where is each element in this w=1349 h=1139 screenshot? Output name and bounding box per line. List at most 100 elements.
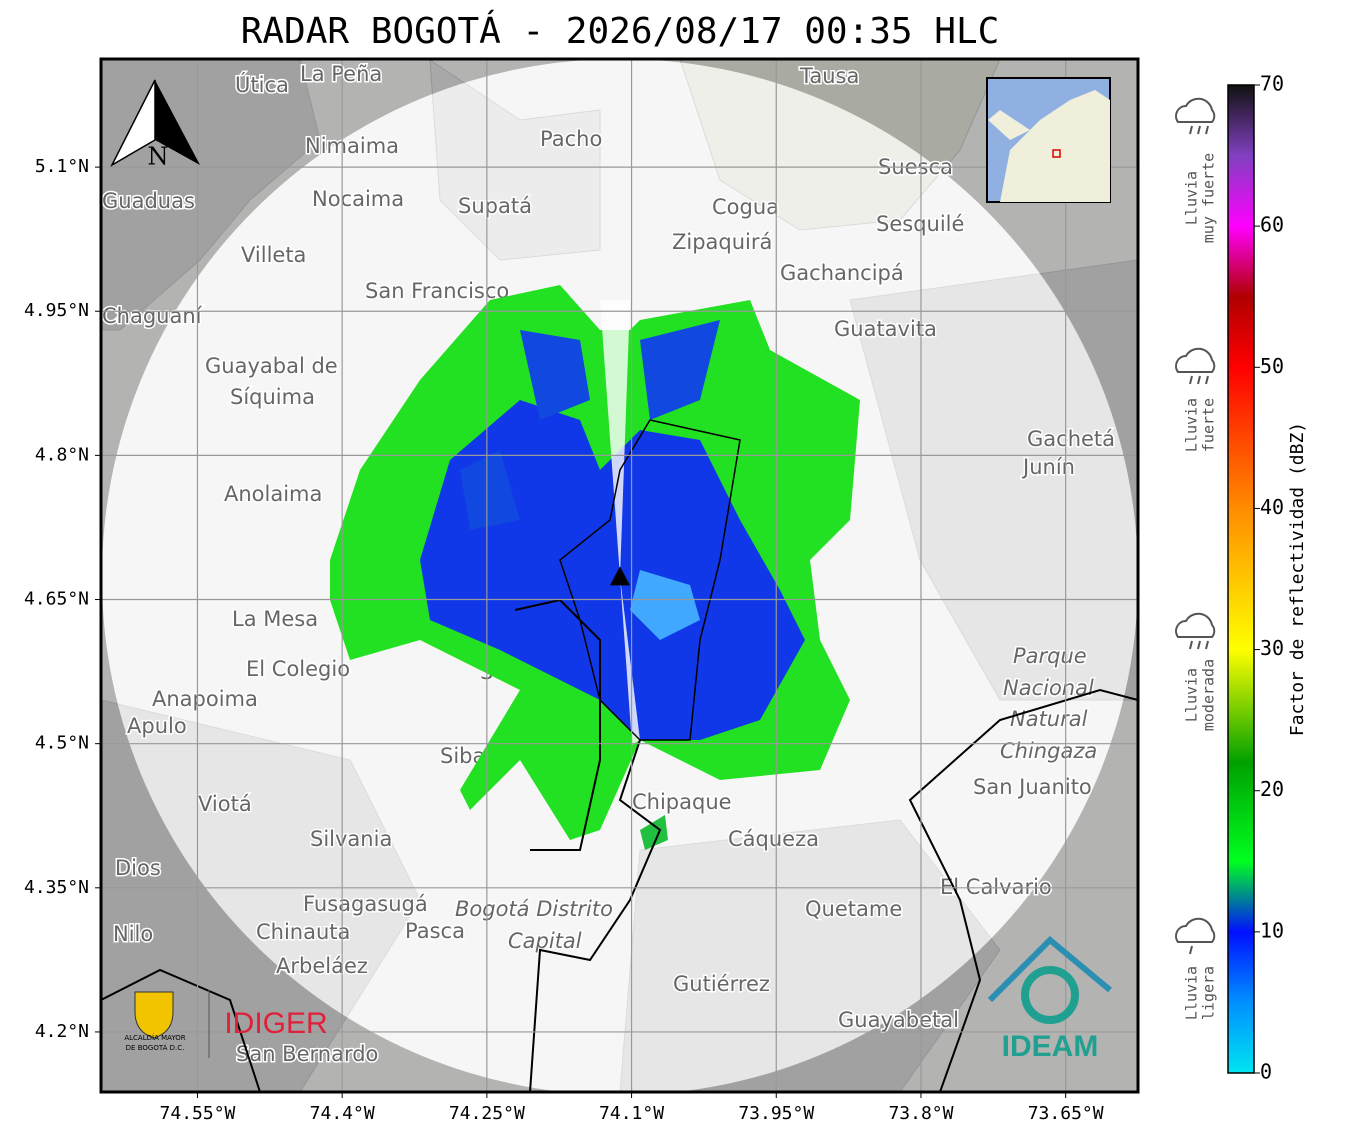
place-label: Guaduas [102, 189, 195, 213]
colorbar-tick-label: 0 [1260, 1060, 1272, 1084]
rain-legend-label: moderada [1200, 659, 1218, 731]
colorbar-scale [1227, 84, 1255, 1074]
place-label: Junín [1021, 455, 1075, 479]
colorbar-tick-label: 10 [1260, 918, 1284, 942]
place-label: Guayabetal [838, 1008, 959, 1032]
place-label: San Francisco [365, 279, 509, 303]
place-label: Cáqueza [728, 827, 819, 851]
colorbar-tick-label: 60 [1260, 213, 1284, 237]
place-label: Chaguaní [102, 304, 203, 328]
x-tick-label: 73.95°W [738, 1103, 814, 1124]
place-label: Sesquilé [876, 212, 964, 236]
rain-drop [1189, 375, 1193, 385]
radar-echo [330, 285, 860, 850]
colorbar: 0 10 20 30 40 50 60 70 Factor de reflectividad (… [1227, 72, 1308, 1084]
y-tick-label: 5.1°N [35, 156, 89, 177]
x-tick-label: 73.65°W [1028, 1103, 1104, 1124]
rain-drop [1197, 375, 1201, 385]
place-label: Anapoima [152, 687, 258, 711]
y-tick-label: 4.2°N [35, 1021, 89, 1042]
place-label: Chipaque [632, 790, 732, 814]
place-label: Viotá [198, 792, 252, 816]
rain-icon [1175, 347, 1216, 373]
colorbar-label: Factor de reflectividad (dBZ) [1287, 422, 1308, 736]
y-tick-label: 4.35°N [24, 877, 89, 898]
place-label: Síquima [230, 385, 315, 409]
rain-legend-label: ligera [1200, 966, 1218, 1020]
place-label: Nocaima [312, 187, 404, 211]
place-label: Supatá [458, 194, 532, 218]
x-tick-label: 74.4°W [310, 1103, 375, 1124]
colorbar-tick-label: 50 [1260, 354, 1284, 378]
rain-legend-label: Lluvia [1183, 171, 1201, 225]
place-label: Gachetá [1027, 427, 1115, 451]
place-label: Quetame [805, 897, 902, 921]
rain-icon [1175, 917, 1216, 943]
place-label: Capital [508, 929, 582, 953]
rain-drop [1197, 640, 1201, 650]
rain-drop [1189, 945, 1193, 955]
place-label: Parque [1013, 644, 1087, 668]
rain-drop [1205, 640, 1209, 650]
colorbar-tick-label: 20 [1260, 777, 1284, 801]
place-label: Nimaima [305, 134, 399, 158]
y-tick-label: 4.8°N [35, 444, 89, 465]
place-label: Útica [235, 72, 289, 97]
place-label: Gutiérrez [673, 972, 770, 996]
rain-legend-label: fuerte [1200, 398, 1218, 452]
alcaldia-line1: ALCALDÍA MAYOR [124, 1033, 185, 1042]
y-tick-label: 4.95°N [24, 300, 89, 321]
place-label: San Bernardo [236, 1042, 378, 1066]
place-label: San Juanito [973, 775, 1092, 799]
x-tick-label: 73.8°W [888, 1103, 953, 1124]
place-label: Silvania [310, 827, 392, 851]
grid: 74.55°W 74.4°W 74.25°W 74.1°W 73.95°W 73.8°W 7… [24, 59, 1138, 1124]
place-label: Natural [1010, 707, 1088, 731]
place-label: Arbeláez [276, 954, 368, 978]
inset-map [986, 77, 1111, 203]
place-label: Dios [115, 856, 161, 880]
place-label: Gachancipá [780, 261, 904, 285]
colorbar-tick-label: 70 [1260, 72, 1284, 96]
colorbar-tick-label: 40 [1260, 495, 1284, 519]
map-frame [99, 57, 1140, 1094]
place-label: Guayabal de [205, 354, 338, 378]
title: RADAR BOGOTÁ - 2026/08/17 00:35 HLC [241, 10, 1000, 52]
rain-icon [1175, 97, 1216, 123]
place-label: La Peña [300, 62, 382, 86]
y-tick-label: 4.65°N [24, 589, 89, 610]
x-tick-label: 74.1°W [599, 1103, 664, 1124]
x-tick-label: 74.25°W [449, 1103, 525, 1124]
rain-legend-label: Lluvia [1183, 668, 1201, 722]
rain-drop [1189, 125, 1193, 135]
place-label: El Colegio [246, 657, 350, 681]
place-label: Tausa [799, 64, 859, 88]
place-label: La Mesa [232, 607, 318, 631]
place-label: Pasca [405, 919, 465, 943]
north-arrow: N [110, 79, 200, 171]
logos: ALCALDÍA MAYOR DE BOGOTÁ D.C. IDIGER IDE… [124, 935, 1112, 1063]
place-label: Villeta [241, 243, 306, 267]
rain-drop [1205, 125, 1209, 135]
radar-site [609, 566, 630, 586]
x-tick-label: 74.55°W [160, 1103, 236, 1124]
rain-legend-label: Lluvia [1183, 398, 1201, 452]
rain-legend-label: Lluvia [1183, 966, 1201, 1020]
y-tick-label: 4.5°N [35, 733, 89, 754]
place-label: Apulo [127, 714, 187, 738]
boundaries [101, 419, 1138, 1092]
place-label: Zipaquirá [672, 230, 772, 254]
place-label: Pacho [540, 127, 602, 151]
rain-drop [1197, 125, 1201, 135]
place-label: Cogua [712, 195, 779, 219]
idiger-logo: IDIGER [224, 1007, 327, 1040]
alcaldia-line2: DE BOGOTÁ D.C. [126, 1043, 185, 1052]
radar-site-marker [609, 566, 630, 586]
rain-legend-label: muy fuerte [1200, 153, 1218, 243]
place-label: Anolaima [224, 482, 322, 506]
place-label: Chinauta [256, 920, 350, 944]
rain-icon [1175, 612, 1216, 638]
